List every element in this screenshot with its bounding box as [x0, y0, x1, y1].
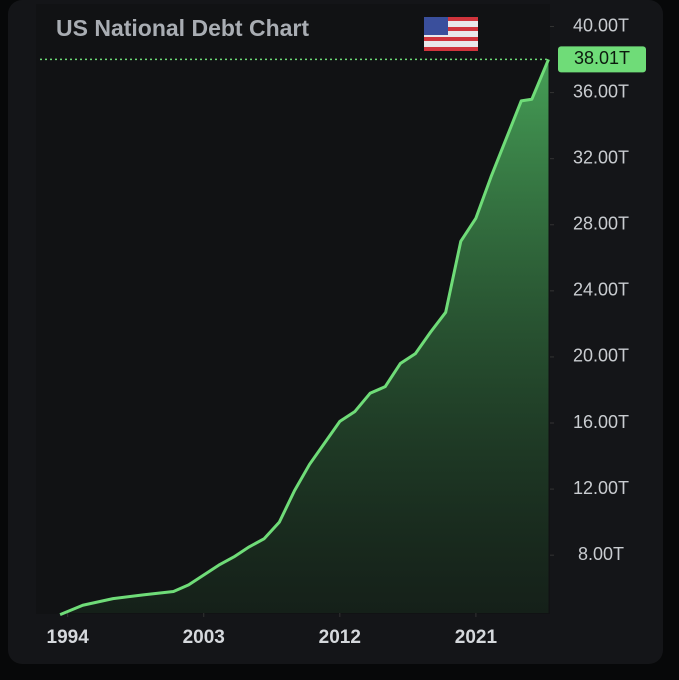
y-tick-label: 12.00T: [573, 478, 629, 498]
y-tick-label: 28.00T: [573, 214, 629, 234]
y-tick-label: 24.00T: [573, 280, 629, 300]
area: [60, 59, 549, 615]
y-tick-label: 36.00T: [573, 81, 629, 101]
x-tick-label: 2021: [455, 627, 498, 648]
y-tick-label: 16.00T: [573, 412, 629, 432]
chart-title: US National Debt Chart: [56, 15, 309, 41]
current-label-box: [558, 46, 646, 73]
y-tick-label: 8.00T: [578, 544, 624, 564]
y-tick-label: 40.00T: [573, 15, 629, 35]
y-tick-label: 20.00T: [573, 346, 629, 366]
current-label: 38.01T: [574, 48, 630, 68]
line: [59, 58, 550, 617]
x-tick-label: 1994: [47, 627, 90, 648]
y-tick-label: 32.00T: [573, 147, 629, 167]
x-tick-label: 2012: [319, 627, 361, 648]
flag: [424, 17, 478, 51]
x-tick-label: 2003: [183, 627, 225, 648]
